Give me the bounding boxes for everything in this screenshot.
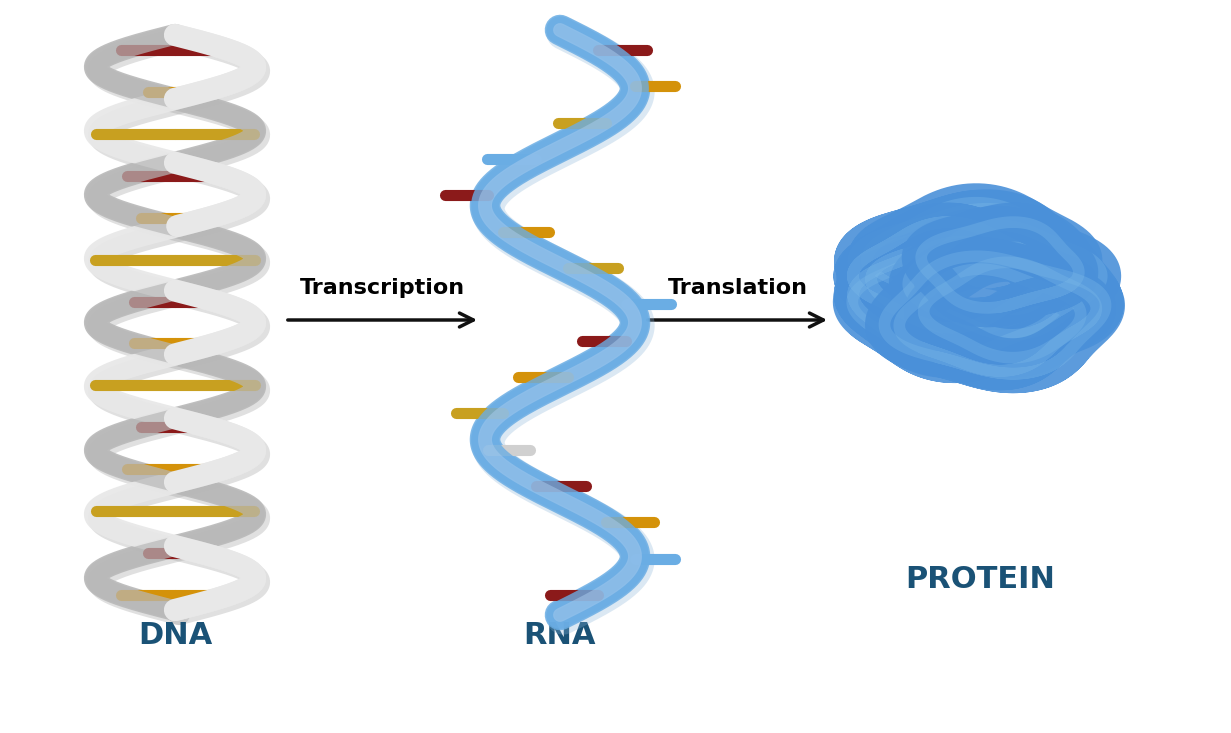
- Text: Transcription: Transcription: [300, 278, 465, 298]
- Text: DNA: DNA: [138, 621, 212, 649]
- Text: RNA: RNA: [523, 621, 596, 649]
- Text: PROTEIN: PROTEIN: [905, 565, 1055, 594]
- Text: Translation: Translation: [667, 278, 808, 298]
